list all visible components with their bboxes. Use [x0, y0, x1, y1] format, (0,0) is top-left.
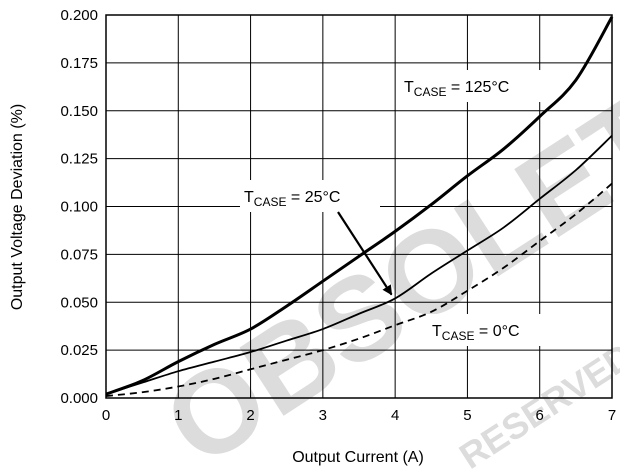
y-tick-label: 0.075 — [60, 246, 98, 263]
annotation-25c-label: TCASE = 25°C — [244, 189, 340, 209]
y-tick-label: 0.150 — [60, 103, 98, 120]
annotation-125c-label: TCASE = 125°C — [404, 79, 509, 99]
x-tick-label: 1 — [174, 407, 182, 424]
annotation-25c-arrow — [337, 211, 393, 296]
series-layer — [105, 16, 614, 397]
annotation-0c: TCASE = 0°C — [426, 314, 546, 346]
y-axis-label: Output Voltage Deviation (%) — [9, 104, 26, 310]
y-tick-label: 0.050 — [60, 294, 98, 311]
series-line-125c — [105, 16, 614, 396]
y-tick-label: 0.125 — [60, 151, 98, 168]
x-axis-ticks: 0 1 2 3 4 5 6 7 — [102, 407, 616, 424]
y-tick-label: 0.000 — [60, 390, 98, 407]
plot-frame — [105, 14, 613, 399]
annotation-125c: TCASE = 125°C — [398, 70, 546, 102]
annotation-25c-bg — [240, 180, 380, 212]
y-tick-label: 0.175 — [60, 55, 98, 72]
x-tick-label: 6 — [536, 407, 544, 424]
x-tick-label: 5 — [463, 407, 471, 424]
annotation-125c-bg — [398, 70, 546, 102]
y-tick-label: 0.025 — [60, 342, 98, 359]
annotation-0c-bg — [426, 314, 546, 346]
y-tick-label: 0.100 — [60, 199, 98, 216]
watermark: OBSOLETE RESERVED DEVICE — [142, 28, 620, 470]
y-axis-ticks: 0.000 0.025 0.050 0.075 0.100 0.125 0.150 0.175… — [60, 7, 98, 407]
x-tick-label: 4 — [391, 407, 399, 424]
x-tick-label: 2 — [246, 407, 254, 424]
x-tick-label: 7 — [608, 407, 616, 424]
x-tick-label: 3 — [319, 407, 327, 424]
series-line-25c — [105, 134, 613, 396]
annotation-25c: TCASE = 25°C — [240, 180, 393, 296]
x-axis-label: Output Current (A) — [292, 449, 424, 466]
annotation-0c-label: TCASE = 0°C — [432, 323, 520, 343]
x-tick-label: 0 — [102, 407, 110, 424]
y-tick-label: 0.200 — [60, 7, 98, 24]
